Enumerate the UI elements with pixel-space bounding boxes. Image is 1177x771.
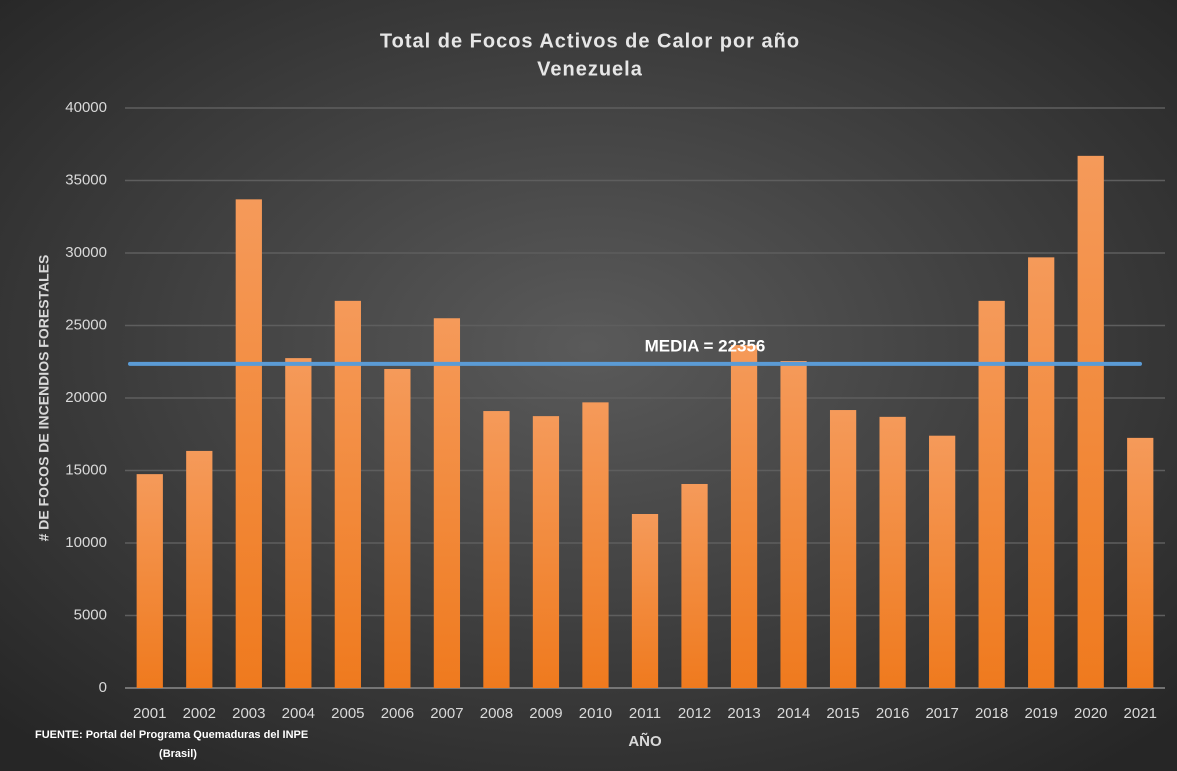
y-tick-label: 40000 <box>65 99 107 116</box>
source: FUENTE: Portal del Programa Quemaduras d… <box>35 729 308 741</box>
chart-subtitle: Venezuela <box>537 58 643 80</box>
x-tick-label: 2021 <box>1124 705 1157 722</box>
source: (Brasil) <box>159 748 197 760</box>
y-tick-label: 10000 <box>65 534 107 551</box>
bar <box>186 450 213 688</box>
y-tick-label: 0 <box>99 679 107 696</box>
bar <box>780 361 807 688</box>
x-tick-label: 2013 <box>727 705 760 722</box>
x-tick-label: 2006 <box>381 705 414 722</box>
x-tick-label: 2014 <box>777 705 810 722</box>
x-tick-label: 2010 <box>579 705 612 722</box>
bar <box>879 416 906 688</box>
mean-label: MEDIA = 22356 <box>645 336 766 355</box>
x-tick-label: 2011 <box>629 705 661 722</box>
x-tick-label: 2018 <box>975 705 1008 722</box>
x-tick-label: 2020 <box>1074 705 1107 722</box>
x-axis-label: AÑO <box>628 732 662 750</box>
y-axis-label: # DE FOCOS DE INCENDIOS FORESTALES <box>36 255 52 542</box>
bar <box>235 199 262 688</box>
y-tick-label: 20000 <box>65 389 107 406</box>
bar <box>631 514 659 688</box>
bar <box>285 358 312 688</box>
bar <box>1028 257 1055 688</box>
bar <box>136 474 163 688</box>
bar <box>978 300 1005 688</box>
x-tick-label: 2002 <box>183 705 216 722</box>
x-tick-label: 2001 <box>133 705 166 722</box>
bar <box>681 483 708 688</box>
x-tick-label: 2019 <box>1025 705 1058 722</box>
bar <box>483 411 510 688</box>
y-tick-label: 35000 <box>65 171 107 188</box>
bar <box>829 410 857 688</box>
y-tick-label: 25000 <box>65 316 107 333</box>
y-tick-label: 30000 <box>65 244 107 261</box>
x-tick-label: 2008 <box>480 705 513 722</box>
x-tick-label: 2016 <box>876 705 909 722</box>
bar <box>730 345 758 688</box>
bar <box>1127 437 1154 688</box>
x-tick-label: 2009 <box>529 705 562 722</box>
chart-title: Total de Focos Activos de Calor por año <box>380 30 800 52</box>
x-tick-label: 2004 <box>282 705 315 722</box>
x-tick-label: 2015 <box>826 705 859 722</box>
x-tick-label: 2003 <box>232 705 265 722</box>
bar <box>1077 155 1104 689</box>
y-tick-label: 5000 <box>74 606 107 623</box>
y-tick-label: 15000 <box>65 461 107 478</box>
x-tick-label: 2012 <box>678 705 711 722</box>
bar <box>929 435 956 688</box>
bar <box>384 369 411 688</box>
bar <box>334 300 361 688</box>
x-tick-label: 2007 <box>430 705 463 722</box>
bar <box>582 402 609 688</box>
bar <box>532 416 560 688</box>
bar <box>433 318 461 688</box>
x-tick-label: 2017 <box>925 705 958 722</box>
x-tick-label: 2005 <box>331 705 364 722</box>
